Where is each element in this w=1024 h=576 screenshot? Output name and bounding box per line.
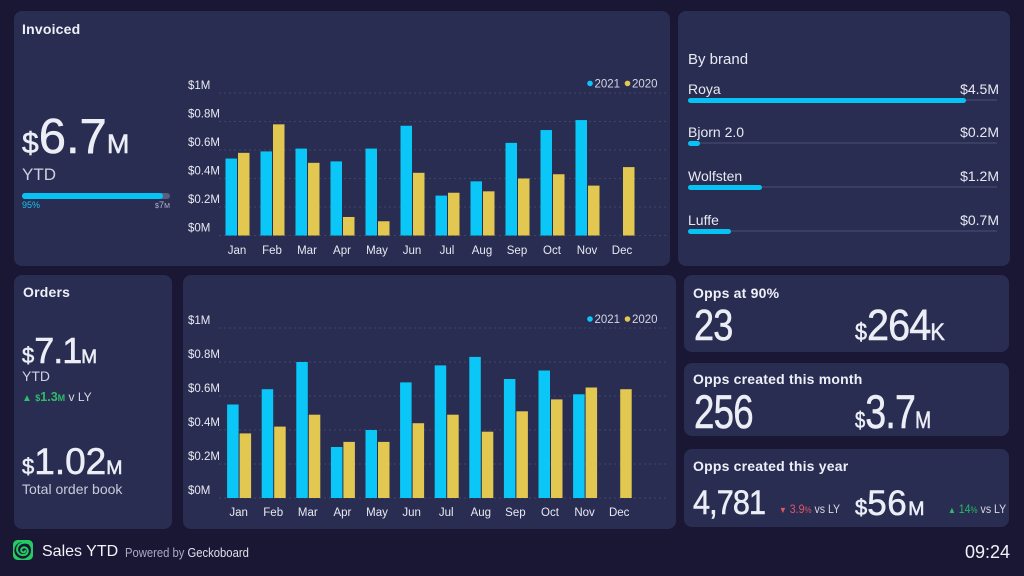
svg-text:Feb: Feb <box>262 245 282 257</box>
svg-text:Sep: Sep <box>505 507 525 519</box>
svg-text:Nov: Nov <box>577 245 598 257</box>
svg-text:Dec: Dec <box>609 507 630 519</box>
svg-text:2020: 2020 <box>632 78 658 90</box>
svg-text:$0M: $0M <box>188 223 210 235</box>
svg-text:$0.4M: $0.4M <box>188 417 220 429</box>
svg-text:$0.6M: $0.6M <box>188 137 220 149</box>
svg-text:May: May <box>366 507 388 519</box>
svg-text:Apr: Apr <box>333 507 351 519</box>
svg-text:$0M: $0M <box>188 485 210 497</box>
svg-text:Oct: Oct <box>541 507 560 519</box>
svg-text:Jun: Jun <box>403 245 422 257</box>
svg-text:Aug: Aug <box>472 245 492 257</box>
svg-text:Apr: Apr <box>333 245 351 257</box>
svg-text:Mar: Mar <box>297 245 317 257</box>
svg-text:Jun: Jun <box>402 507 421 519</box>
svg-text:Jan: Jan <box>228 245 247 257</box>
svg-text:$0.8M: $0.8M <box>188 349 220 361</box>
svg-text:2021: 2021 <box>595 78 621 90</box>
svg-text:May: May <box>366 245 388 257</box>
svg-text:Jul: Jul <box>439 507 454 519</box>
svg-text:Sep: Sep <box>507 245 527 257</box>
svg-text:2021: 2021 <box>595 314 621 326</box>
svg-text:$0.4M: $0.4M <box>188 166 220 178</box>
svg-text:$0.2M: $0.2M <box>188 451 220 463</box>
svg-text:$1M: $1M <box>188 80 210 92</box>
svg-text:Jul: Jul <box>440 245 455 257</box>
svg-text:Aug: Aug <box>471 507 491 519</box>
svg-text:$1M: $1M <box>188 315 210 327</box>
svg-text:Jan: Jan <box>229 507 248 519</box>
svg-text:Mar: Mar <box>298 507 318 519</box>
svg-text:$0.6M: $0.6M <box>188 383 220 395</box>
svg-text:Oct: Oct <box>543 245 562 257</box>
svg-text:$0.2M: $0.2M <box>188 194 220 206</box>
svg-text:Feb: Feb <box>263 507 283 519</box>
svg-text:2020: 2020 <box>632 314 658 326</box>
svg-text:Dec: Dec <box>612 245 633 257</box>
svg-text:$0.8M: $0.8M <box>188 109 220 121</box>
svg-text:Nov: Nov <box>574 507 595 519</box>
